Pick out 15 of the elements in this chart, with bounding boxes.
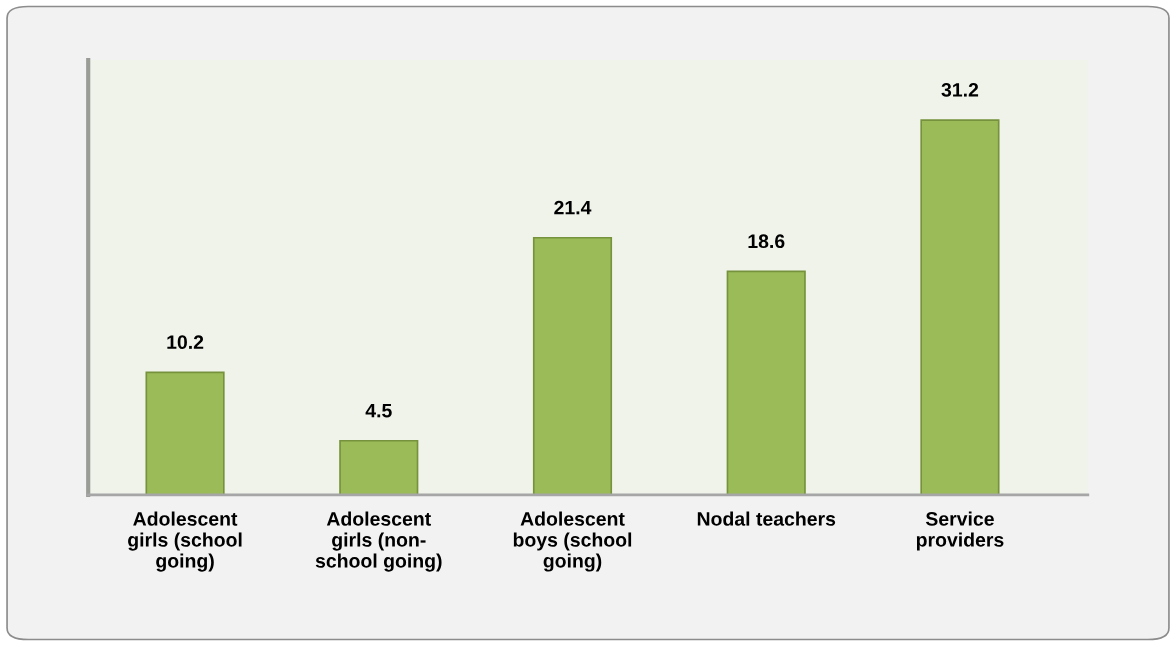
x-tick-label: Adolescent girls (school going) [128, 511, 242, 572]
bar [726, 270, 806, 495]
x-tick-label: Adolescent girls (non- school going) [315, 511, 442, 572]
x-tick-label: Nodal teachers [697, 511, 836, 526]
data-label: 10.2 [167, 335, 204, 350]
data-label: 21.4 [554, 200, 592, 215]
bar [339, 439, 419, 495]
x-tick-label: Adolescent boys (school going) [513, 511, 632, 572]
data-label: 18.6 [748, 234, 785, 249]
bar [920, 119, 1000, 495]
data-label: 4.5 [365, 403, 392, 418]
bar [145, 371, 225, 495]
x-tick-label: Service providers [916, 511, 1004, 551]
bar [532, 236, 613, 495]
data-label: 31.2 [941, 82, 979, 97]
